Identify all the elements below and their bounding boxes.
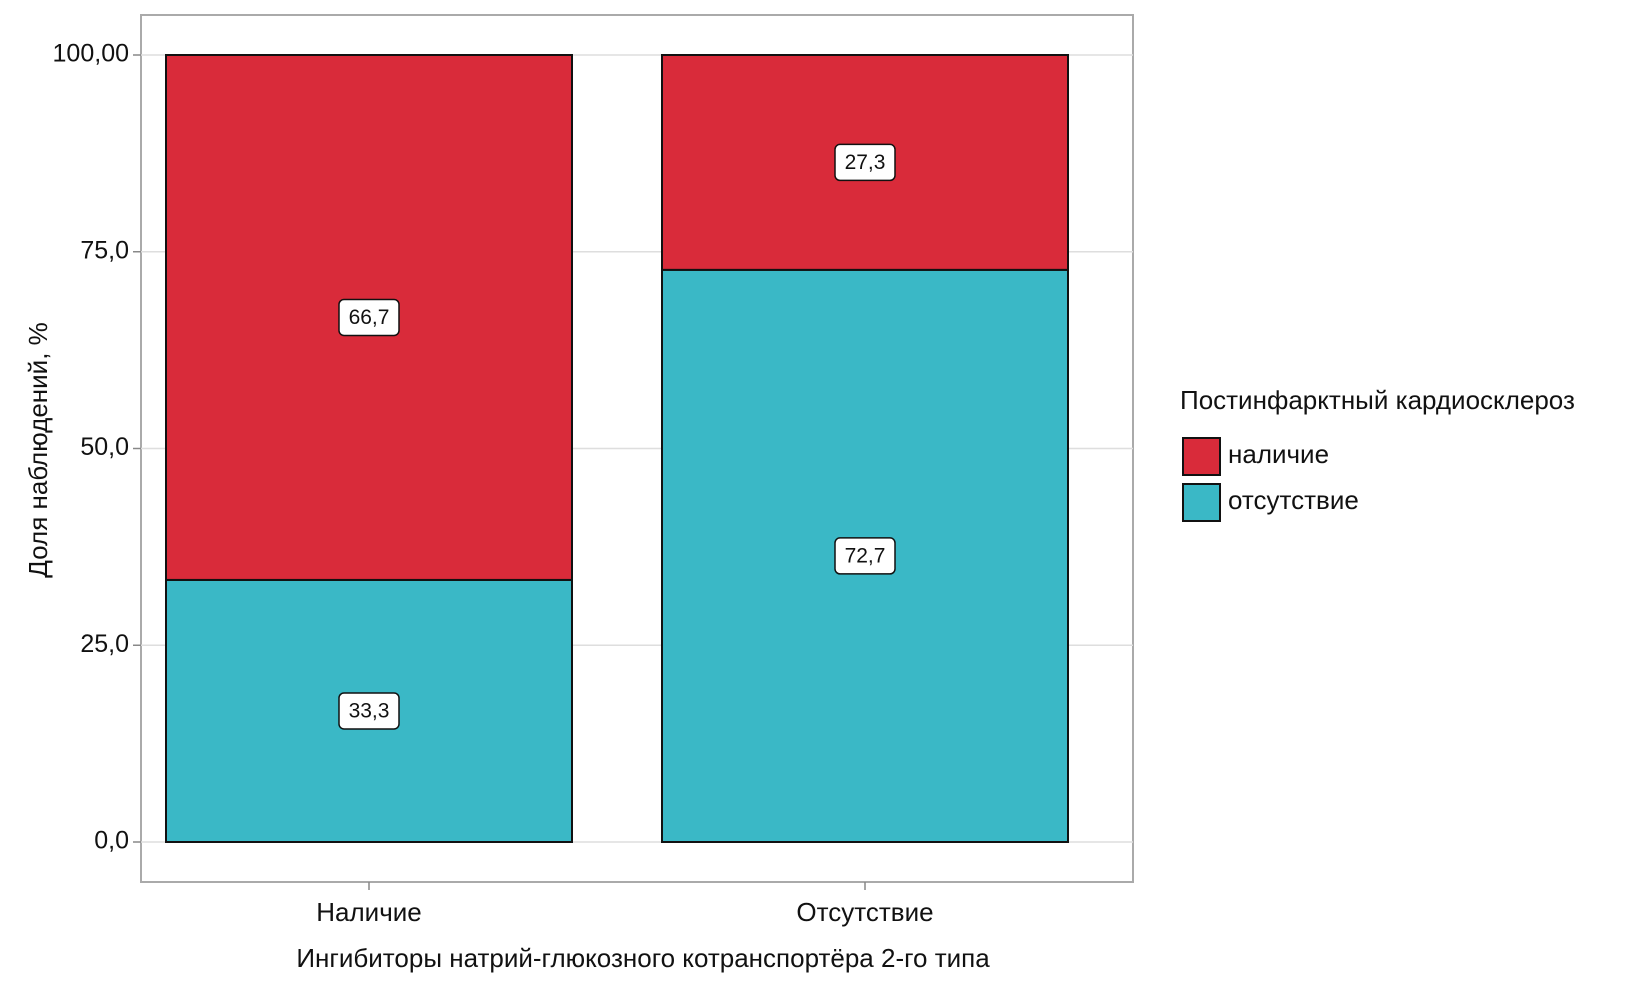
legend-label: наличие xyxy=(1228,439,1329,469)
value-label: 33,3 xyxy=(349,700,390,723)
legend-swatch xyxy=(1182,437,1221,476)
y-tick-label: 75,0 xyxy=(80,236,129,264)
y-axis-title: Доля наблюдений, % xyxy=(23,322,53,578)
value-label: 66,7 xyxy=(349,306,390,329)
legend-label: отсутствие xyxy=(1228,485,1359,515)
legend-swatch xyxy=(1182,483,1221,522)
legend-title: Постинфарктный кардиосклероз xyxy=(1180,385,1575,415)
x-tick-label: Наличие xyxy=(316,897,421,927)
value-label-box xyxy=(834,537,896,575)
y-tick-label: 50,0 xyxy=(80,433,129,461)
value-label-box xyxy=(338,298,400,337)
value-label-box xyxy=(834,143,896,182)
x-axis-title: Ингибиторы натрий-глюкозного котранспорт… xyxy=(296,943,990,973)
value-label-box xyxy=(338,692,400,730)
y-tick-label: 0,0 xyxy=(94,827,129,855)
y-tick-label: 25,0 xyxy=(80,630,129,658)
y-tick-label: 100,00 xyxy=(53,40,129,68)
x-tick-label: Отсутствие xyxy=(796,897,933,927)
value-label: 27,3 xyxy=(845,151,886,174)
value-label: 72,7 xyxy=(845,544,886,567)
